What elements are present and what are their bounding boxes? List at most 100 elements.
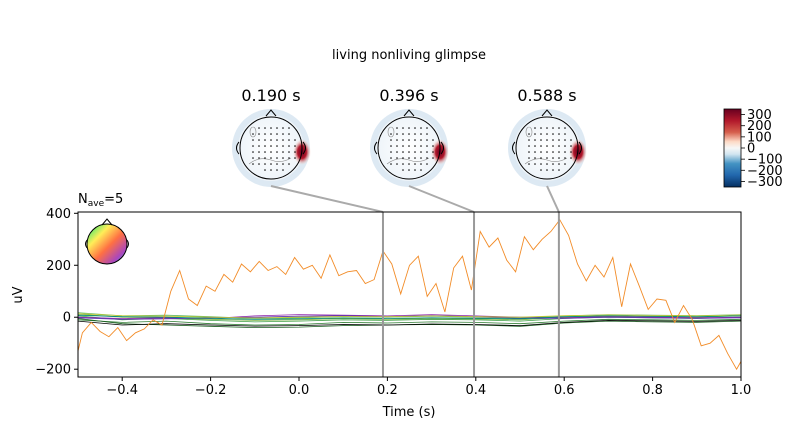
colorbar-tick-label: −100 (747, 153, 783, 168)
sensor-dot (528, 163, 530, 165)
sensor-layout-inset (85, 218, 129, 265)
sensor-dot (252, 157, 254, 159)
connector-line (270, 185, 384, 213)
sensor-dot (414, 169, 416, 171)
sensor-dot (396, 133, 398, 135)
sensor-dot (564, 133, 566, 135)
sensor-dot (528, 157, 530, 159)
sensor-dot (420, 157, 422, 159)
topomap-contour (386, 157, 430, 165)
sensor-dot (420, 151, 422, 153)
sensor-dot (294, 145, 296, 147)
topomap-ears (512, 141, 582, 155)
sensor-dot (396, 127, 398, 129)
sensor-dot (402, 133, 404, 135)
sensor-dot (252, 145, 254, 147)
sensor-colorwheel-head (86, 223, 128, 265)
sensor-dot (546, 133, 548, 135)
sensor-dot (432, 151, 434, 153)
sensor-dot (528, 139, 530, 141)
sensor-dot (564, 127, 566, 129)
topomap-contour (387, 126, 395, 138)
sensor-dot (426, 139, 428, 141)
sensor-dot (552, 139, 554, 141)
sensor-dot (402, 163, 404, 165)
x-tick-label: −0.4 (106, 383, 138, 398)
sensor-dot (408, 163, 410, 165)
topomap-nose (265, 109, 277, 117)
sensor-dot (396, 145, 398, 147)
sensor-dot (540, 127, 542, 129)
sensor-dot (294, 151, 296, 153)
sensor-dot (414, 127, 416, 129)
series-line (78, 313, 741, 319)
sensor-dot (408, 151, 410, 153)
sensor-dot (552, 169, 554, 171)
sensor-dot (558, 157, 560, 159)
sensor-dot (408, 139, 410, 141)
sensor-dot (546, 163, 548, 165)
sensor-dot (420, 169, 422, 171)
sensor-dot (264, 127, 266, 129)
inset-nose (101, 218, 113, 226)
topomap-head-outline (239, 116, 303, 180)
sensor-dot (426, 133, 428, 135)
topomap-row: 0.190 s 0.396 s 0.588 s (232, 86, 587, 187)
sensor-dot (270, 127, 272, 129)
sensor-dot (534, 127, 536, 129)
sensor-dot (282, 139, 284, 141)
x-axis-ticks: −0.4 −0.2 0.0 0.2 0.4 0.6 0.8 1.0 (106, 377, 751, 398)
sensor-dot (282, 157, 284, 159)
sensor-dot (270, 151, 272, 153)
sensor-dot (270, 157, 272, 159)
topomap-head-outline (377, 116, 441, 180)
topomap-contour (525, 126, 533, 138)
sensor-dot (390, 157, 392, 159)
colorbar-tick-label: 100 (747, 130, 772, 145)
topomap-time-label: 0.588 s (517, 86, 576, 105)
plot-area: −0.4 −0.2 0.0 0.2 0.4 0.6 0.8 1.0 −200 0 200 400 T… (11, 207, 751, 420)
topomap-field (514, 115, 580, 181)
topomap-head-outline (515, 116, 579, 180)
sensor-dot (558, 139, 560, 141)
y-tick-label: 400 (46, 207, 71, 222)
sensor-dot (258, 145, 260, 147)
topomap-contour (249, 126, 257, 138)
sensor-dot (414, 139, 416, 141)
topomap: 0.396 s (370, 86, 449, 187)
colorbar-tick-label: 0 (747, 142, 755, 157)
topomap-sensors (390, 127, 434, 171)
y-axis-ticks: −200 0 200 400 (35, 207, 78, 378)
sensor-dot (564, 151, 566, 153)
sensor-dot (264, 157, 266, 159)
sensor-dot (288, 145, 290, 147)
sensor-dot (570, 157, 572, 159)
sensor-dot (396, 139, 398, 141)
topomap-contour (248, 157, 292, 165)
sensor-dot (258, 139, 260, 141)
sensor-dot (528, 133, 530, 135)
y-axis-label: uV (11, 286, 26, 303)
sensor-dot (264, 151, 266, 153)
topomap-time-label: 0.190 s (241, 86, 300, 105)
sensor-dot (414, 133, 416, 135)
sensor-dot (564, 145, 566, 147)
sensor-dot (420, 145, 422, 147)
sensor-dot (540, 151, 542, 153)
sensor-dot (276, 145, 278, 147)
sensor-dot (258, 157, 260, 159)
sensor-dot (276, 133, 278, 135)
sensor-dot (288, 127, 290, 129)
sensor-dot (546, 127, 548, 129)
sensor-dot (558, 127, 560, 129)
x-tick-label: 0.2 (377, 383, 398, 398)
x-tick-label: 0.8 (642, 383, 663, 398)
x-tick-label: −0.2 (195, 383, 227, 398)
sensor-dot (390, 163, 392, 165)
sensor-dot (282, 133, 284, 135)
sensor-dot (396, 163, 398, 165)
sensor-dot (540, 139, 542, 141)
topomap-time-label: 0.396 s (379, 86, 438, 105)
